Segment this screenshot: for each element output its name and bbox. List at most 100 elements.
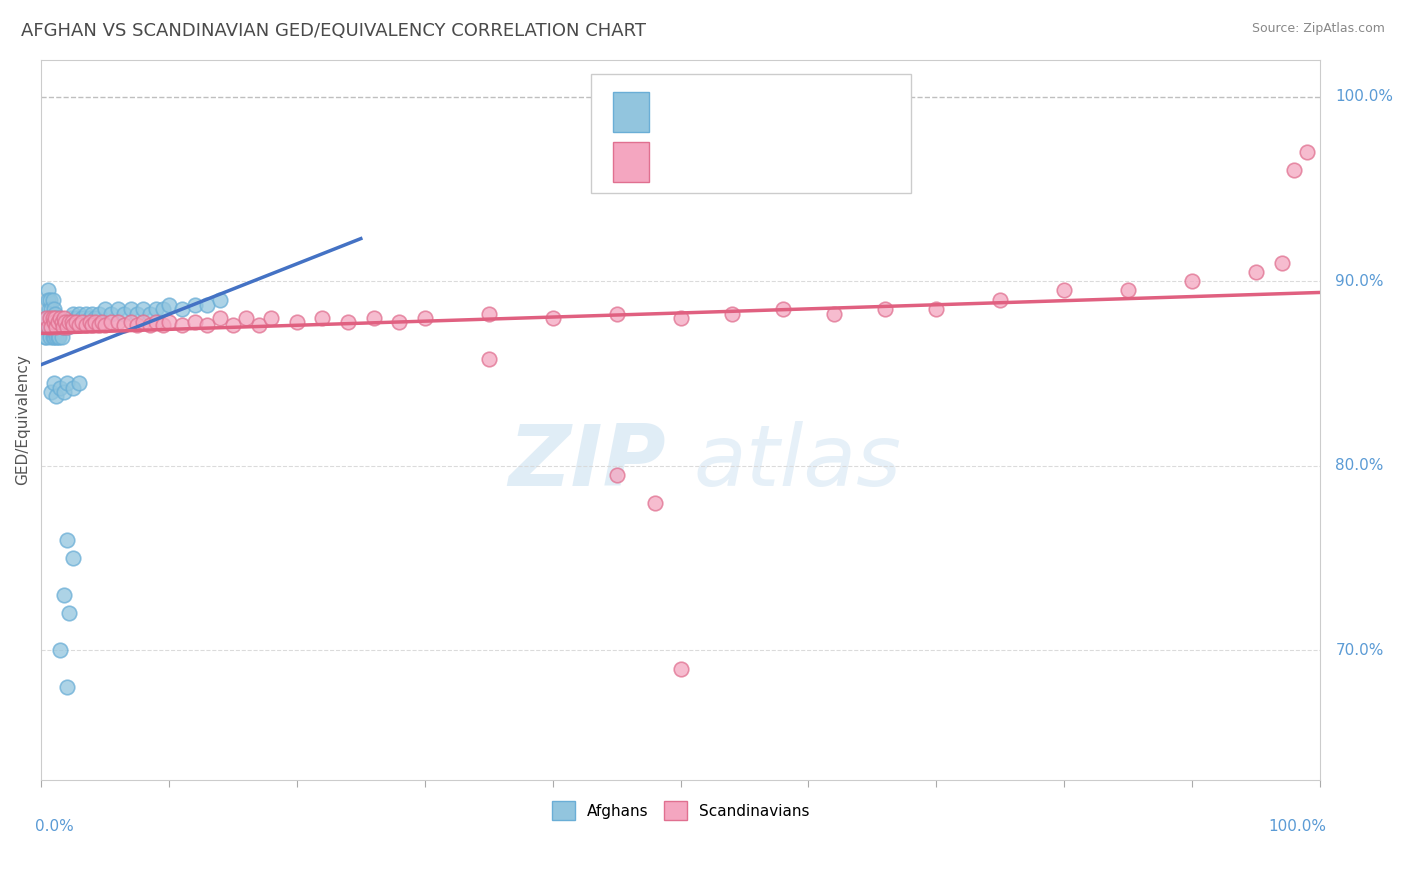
Point <box>152 301 174 316</box>
Point <box>51 329 73 343</box>
Point <box>413 311 436 326</box>
Point <box>107 301 129 316</box>
Point <box>58 315 80 329</box>
Point <box>49 315 72 329</box>
Point <box>363 311 385 326</box>
Point <box>644 496 666 510</box>
Point <box>170 318 193 333</box>
Point <box>311 311 333 326</box>
Point <box>46 315 69 329</box>
Point <box>55 320 77 334</box>
Point <box>145 315 167 329</box>
Point <box>478 307 501 321</box>
Point <box>132 301 155 316</box>
Point <box>45 320 67 334</box>
Point <box>42 376 65 390</box>
Point <box>83 311 105 326</box>
Text: R =: R = <box>664 154 699 169</box>
Point <box>606 468 628 483</box>
Point <box>222 318 245 333</box>
Point <box>720 307 742 321</box>
Point <box>39 329 62 343</box>
Text: Source: ZipAtlas.com: Source: ZipAtlas.com <box>1251 22 1385 36</box>
Point <box>39 311 62 326</box>
Point <box>139 318 162 333</box>
Point <box>120 301 142 316</box>
Point <box>100 307 122 321</box>
Point <box>183 315 205 329</box>
Point <box>79 315 101 329</box>
Point <box>69 318 91 333</box>
Point <box>152 318 174 333</box>
Point <box>669 662 692 676</box>
Point <box>39 293 62 307</box>
Point <box>69 376 91 390</box>
Point <box>235 311 257 326</box>
Point <box>62 551 84 566</box>
Point <box>45 389 67 403</box>
Point <box>82 307 104 321</box>
Point <box>42 315 65 329</box>
Text: N =: N = <box>786 104 831 119</box>
Point <box>79 311 101 326</box>
Point <box>183 298 205 312</box>
Point <box>1284 163 1306 178</box>
Text: 100.0%: 100.0% <box>1336 89 1393 104</box>
Point <box>1181 274 1204 288</box>
Point <box>69 307 91 321</box>
Point <box>823 307 845 321</box>
Point <box>46 329 69 343</box>
Point <box>51 315 73 329</box>
Point <box>62 307 84 321</box>
Point <box>55 315 77 329</box>
Point <box>170 301 193 316</box>
Point <box>157 315 180 329</box>
Point <box>1270 255 1292 269</box>
Point <box>100 315 122 329</box>
Text: 0.0%: 0.0% <box>35 819 73 834</box>
Point <box>45 329 67 343</box>
Point <box>44 326 66 340</box>
Point <box>157 298 180 312</box>
Point <box>606 307 628 321</box>
Text: 73: 73 <box>853 154 876 169</box>
Point <box>41 311 63 326</box>
Point <box>46 315 69 329</box>
Point <box>41 329 63 343</box>
Point <box>875 301 897 316</box>
Point <box>58 607 80 621</box>
Point <box>94 301 117 316</box>
Point <box>87 318 110 333</box>
Point <box>41 384 63 399</box>
Point <box>112 307 135 321</box>
Point <box>925 301 948 316</box>
Point <box>49 381 72 395</box>
Text: 0.210: 0.210 <box>713 104 763 119</box>
Point <box>53 315 76 329</box>
Point <box>107 315 129 329</box>
Point <box>112 318 135 333</box>
Point <box>55 681 77 695</box>
Point <box>988 293 1011 307</box>
Point <box>42 315 65 329</box>
Point <box>48 311 70 326</box>
Point <box>55 376 77 390</box>
Point <box>55 533 77 547</box>
Point <box>1244 265 1267 279</box>
Point <box>39 311 62 326</box>
Point <box>247 318 270 333</box>
Point <box>53 384 76 399</box>
Point <box>195 298 218 312</box>
Point <box>59 311 82 326</box>
Point <box>82 318 104 333</box>
Point <box>132 315 155 329</box>
Point <box>388 315 411 329</box>
Point <box>41 293 63 307</box>
Point <box>70 311 93 326</box>
Point <box>37 293 59 307</box>
Point <box>34 329 56 343</box>
Text: atlas: atlas <box>693 421 901 504</box>
Text: 74: 74 <box>853 104 876 119</box>
Point <box>45 311 67 326</box>
Text: 0.290: 0.290 <box>713 154 763 169</box>
